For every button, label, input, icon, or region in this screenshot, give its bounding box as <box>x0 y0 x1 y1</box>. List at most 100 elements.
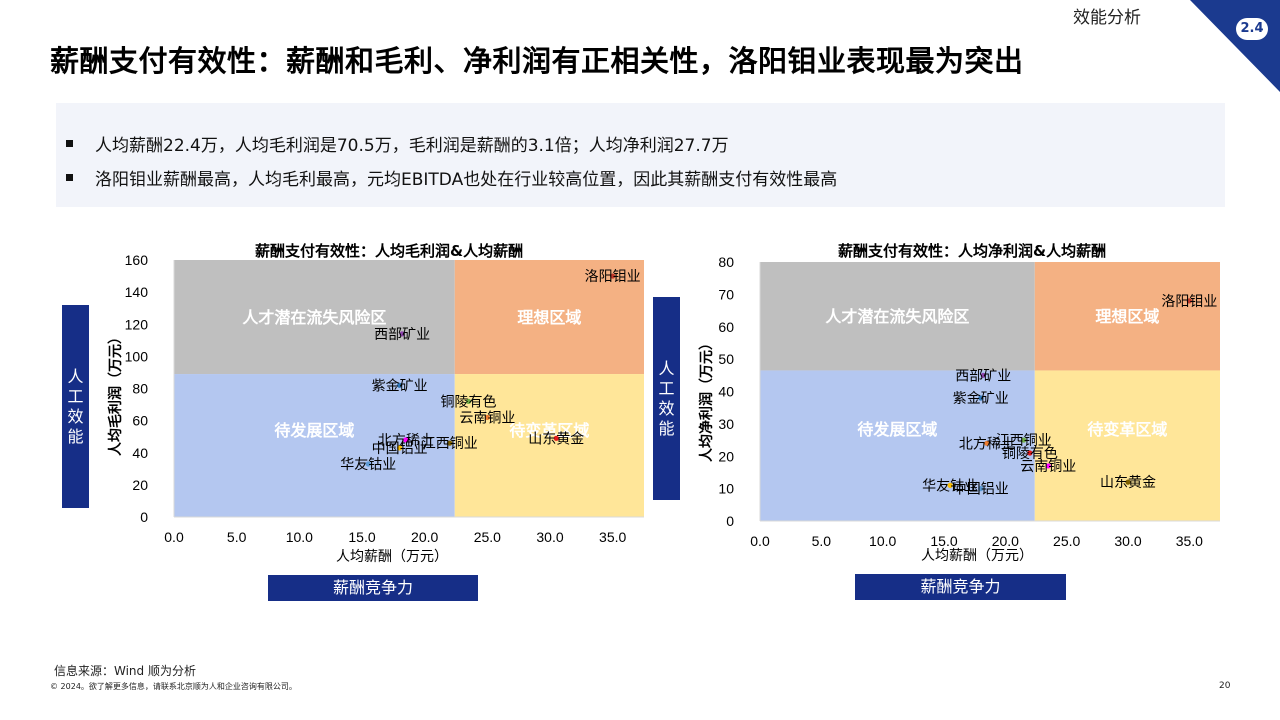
data-point-label: 西部矿业 <box>955 368 1011 384</box>
quadrant-label-bottom-left: 待发展区域 <box>857 420 937 439</box>
y-tick-label: 40 <box>718 384 734 400</box>
y-tick-label: 50 <box>718 351 734 367</box>
x-tick-label: 5.0 <box>812 533 832 549</box>
y-tick-label: 20 <box>718 448 734 464</box>
side-label-char: 工 <box>658 378 675 398</box>
x-tick-label: 15.0 <box>348 529 375 545</box>
side-label-char: 能 <box>67 426 84 446</box>
x-tick-label: 5.0 <box>227 529 247 545</box>
quadrant-bottom-right <box>1034 370 1220 521</box>
quadrant-label-top-right: 理想区域 <box>1095 307 1159 326</box>
page-title: 薪酬支付有效性：薪酬和毛利、净利润有正相关性，洛阳钼业表现最为突出 <box>50 44 1024 78</box>
data-point <box>447 440 453 446</box>
data-point <box>984 440 990 446</box>
quadrant-label-top-left: 人才潜在流失风险区 <box>242 308 386 327</box>
chart2-x-axis-label: 人均薪酬（万元） <box>921 548 1033 564</box>
data-point <box>978 395 984 401</box>
x-tick-label: 10.0 <box>286 529 313 545</box>
data-point-label: 北方稀土 <box>378 433 434 449</box>
quadrant-top-right <box>1034 262 1220 371</box>
chart1-x-axis-label: 人均薪酬（万元） <box>336 549 448 565</box>
data-point <box>980 372 986 378</box>
chart1-bottom-label: 薪酬竞争力 <box>268 575 478 601</box>
data-point-label: 洛阳钼业 <box>585 269 641 285</box>
data-point-label: 中国铝业 <box>953 482 1009 498</box>
quadrant-top-right <box>454 260 644 375</box>
data-point-label: 中国铝业 <box>372 441 428 457</box>
quadrant-label-top-right: 理想区域 <box>517 308 581 327</box>
quadrant-label-bottom-right: 待变革区域 <box>509 421 589 440</box>
side-label-char: 能 <box>658 418 675 438</box>
data-point <box>484 414 490 421</box>
data-point <box>610 273 616 279</box>
side-label-char: 效 <box>67 406 84 426</box>
copyright-note: © 2024。欲了解更多信息，请联系北京顺为人和企业咨询有限公司。 <box>50 682 297 691</box>
chart1-side-label: 人工效能 <box>62 305 89 508</box>
y-tick-label: 40 <box>132 445 148 461</box>
quadrant-bottom-right <box>454 374 644 517</box>
data-point <box>1027 450 1033 456</box>
page-number: 20 <box>1219 681 1231 691</box>
data-point-label: 华友钴业 <box>922 478 978 494</box>
side-label-char: 人 <box>67 366 84 386</box>
section-label: 效能分析 <box>1073 8 1141 28</box>
data-point <box>465 398 472 404</box>
quadrant-bottom-left <box>174 374 455 517</box>
x-tick-label: 0.0 <box>750 533 770 549</box>
data-point-label: 铜陵有色 <box>441 393 497 410</box>
data-point <box>403 437 409 443</box>
side-label-char: 工 <box>67 386 84 406</box>
y-tick-label: 20 <box>132 477 148 493</box>
quadrant-top-left <box>760 262 1035 371</box>
quadrant-label-bottom-right: 待变革区域 <box>1087 420 1167 439</box>
data-point <box>978 486 984 492</box>
quadrant-label-bottom-left: 待发展区域 <box>274 421 354 440</box>
chart2-side-label: 人工效能 <box>653 297 680 500</box>
section-number-badge: 2.4 <box>1236 18 1268 40</box>
data-point-label: 北方稀土 <box>959 436 1015 452</box>
x-tick-label: 30.0 <box>536 529 563 545</box>
data-point-label: 江西铜业 <box>996 433 1052 449</box>
data-point <box>1186 298 1192 304</box>
summary-bullet: 洛阳钼业薪酬最高，人均毛利最高，元均EBITDA也处在行业较高位置，因此其薪酬支… <box>66 165 837 190</box>
y-tick-label: 30 <box>718 416 734 432</box>
data-point-label: 洛阳钼业 <box>1161 294 1217 310</box>
data-point <box>399 331 405 337</box>
side-label-char: 人 <box>658 358 675 378</box>
x-tick-label: 20.0 <box>411 529 438 545</box>
y-tick-label: 60 <box>132 413 148 429</box>
bullet-square-icon <box>66 174 73 181</box>
data-point <box>1021 437 1027 443</box>
y-tick-label: 10 <box>718 481 734 497</box>
y-tick-label: 160 <box>125 252 149 268</box>
data-point <box>1045 463 1051 469</box>
data-point-label: 山东黄金 <box>1100 474 1156 491</box>
data-point-label: 西部矿业 <box>374 327 430 343</box>
chart2-title: 薪酬支付有效性：人均净利润&人均薪酬 <box>838 242 1107 260</box>
data-point-label: 铜陵有色 <box>1002 445 1058 462</box>
data-point-label: 江西铜业 <box>422 436 478 452</box>
quadrant-bottom-left <box>760 370 1035 521</box>
y-tick-label: 120 <box>125 316 149 332</box>
y-tick-label: 80 <box>132 381 148 397</box>
data-point <box>947 482 953 488</box>
data-point <box>397 445 403 451</box>
data-point-label: 山东黄金 <box>528 430 584 447</box>
data-point-label: 紫金矿业 <box>953 391 1009 407</box>
summary-bullet: 人均薪酬22.4万，人均毛利润是70.5万，毛利润是薪酬的3.1倍；人均净利润2… <box>66 131 729 156</box>
x-tick-label: 20.0 <box>992 533 1019 549</box>
y-tick-label: 60 <box>718 319 734 335</box>
data-point <box>553 435 559 441</box>
data-point-label: 云南铜业 <box>1020 459 1076 475</box>
y-tick-label: 70 <box>718 286 734 302</box>
source-note: 信息来源：Wind 顺为分析 <box>54 664 196 678</box>
data-point <box>397 382 403 388</box>
quadrant-top-left <box>174 260 455 375</box>
summary-bullet-text: 人均薪酬22.4万，人均毛利润是70.5万，毛利润是薪酬的3.1倍；人均净利润2… <box>95 136 729 156</box>
side-label-char: 效 <box>658 398 675 418</box>
x-tick-label: 10.0 <box>869 533 896 549</box>
y-tick-label: 0 <box>140 509 148 525</box>
x-tick-label: 15.0 <box>930 533 957 549</box>
